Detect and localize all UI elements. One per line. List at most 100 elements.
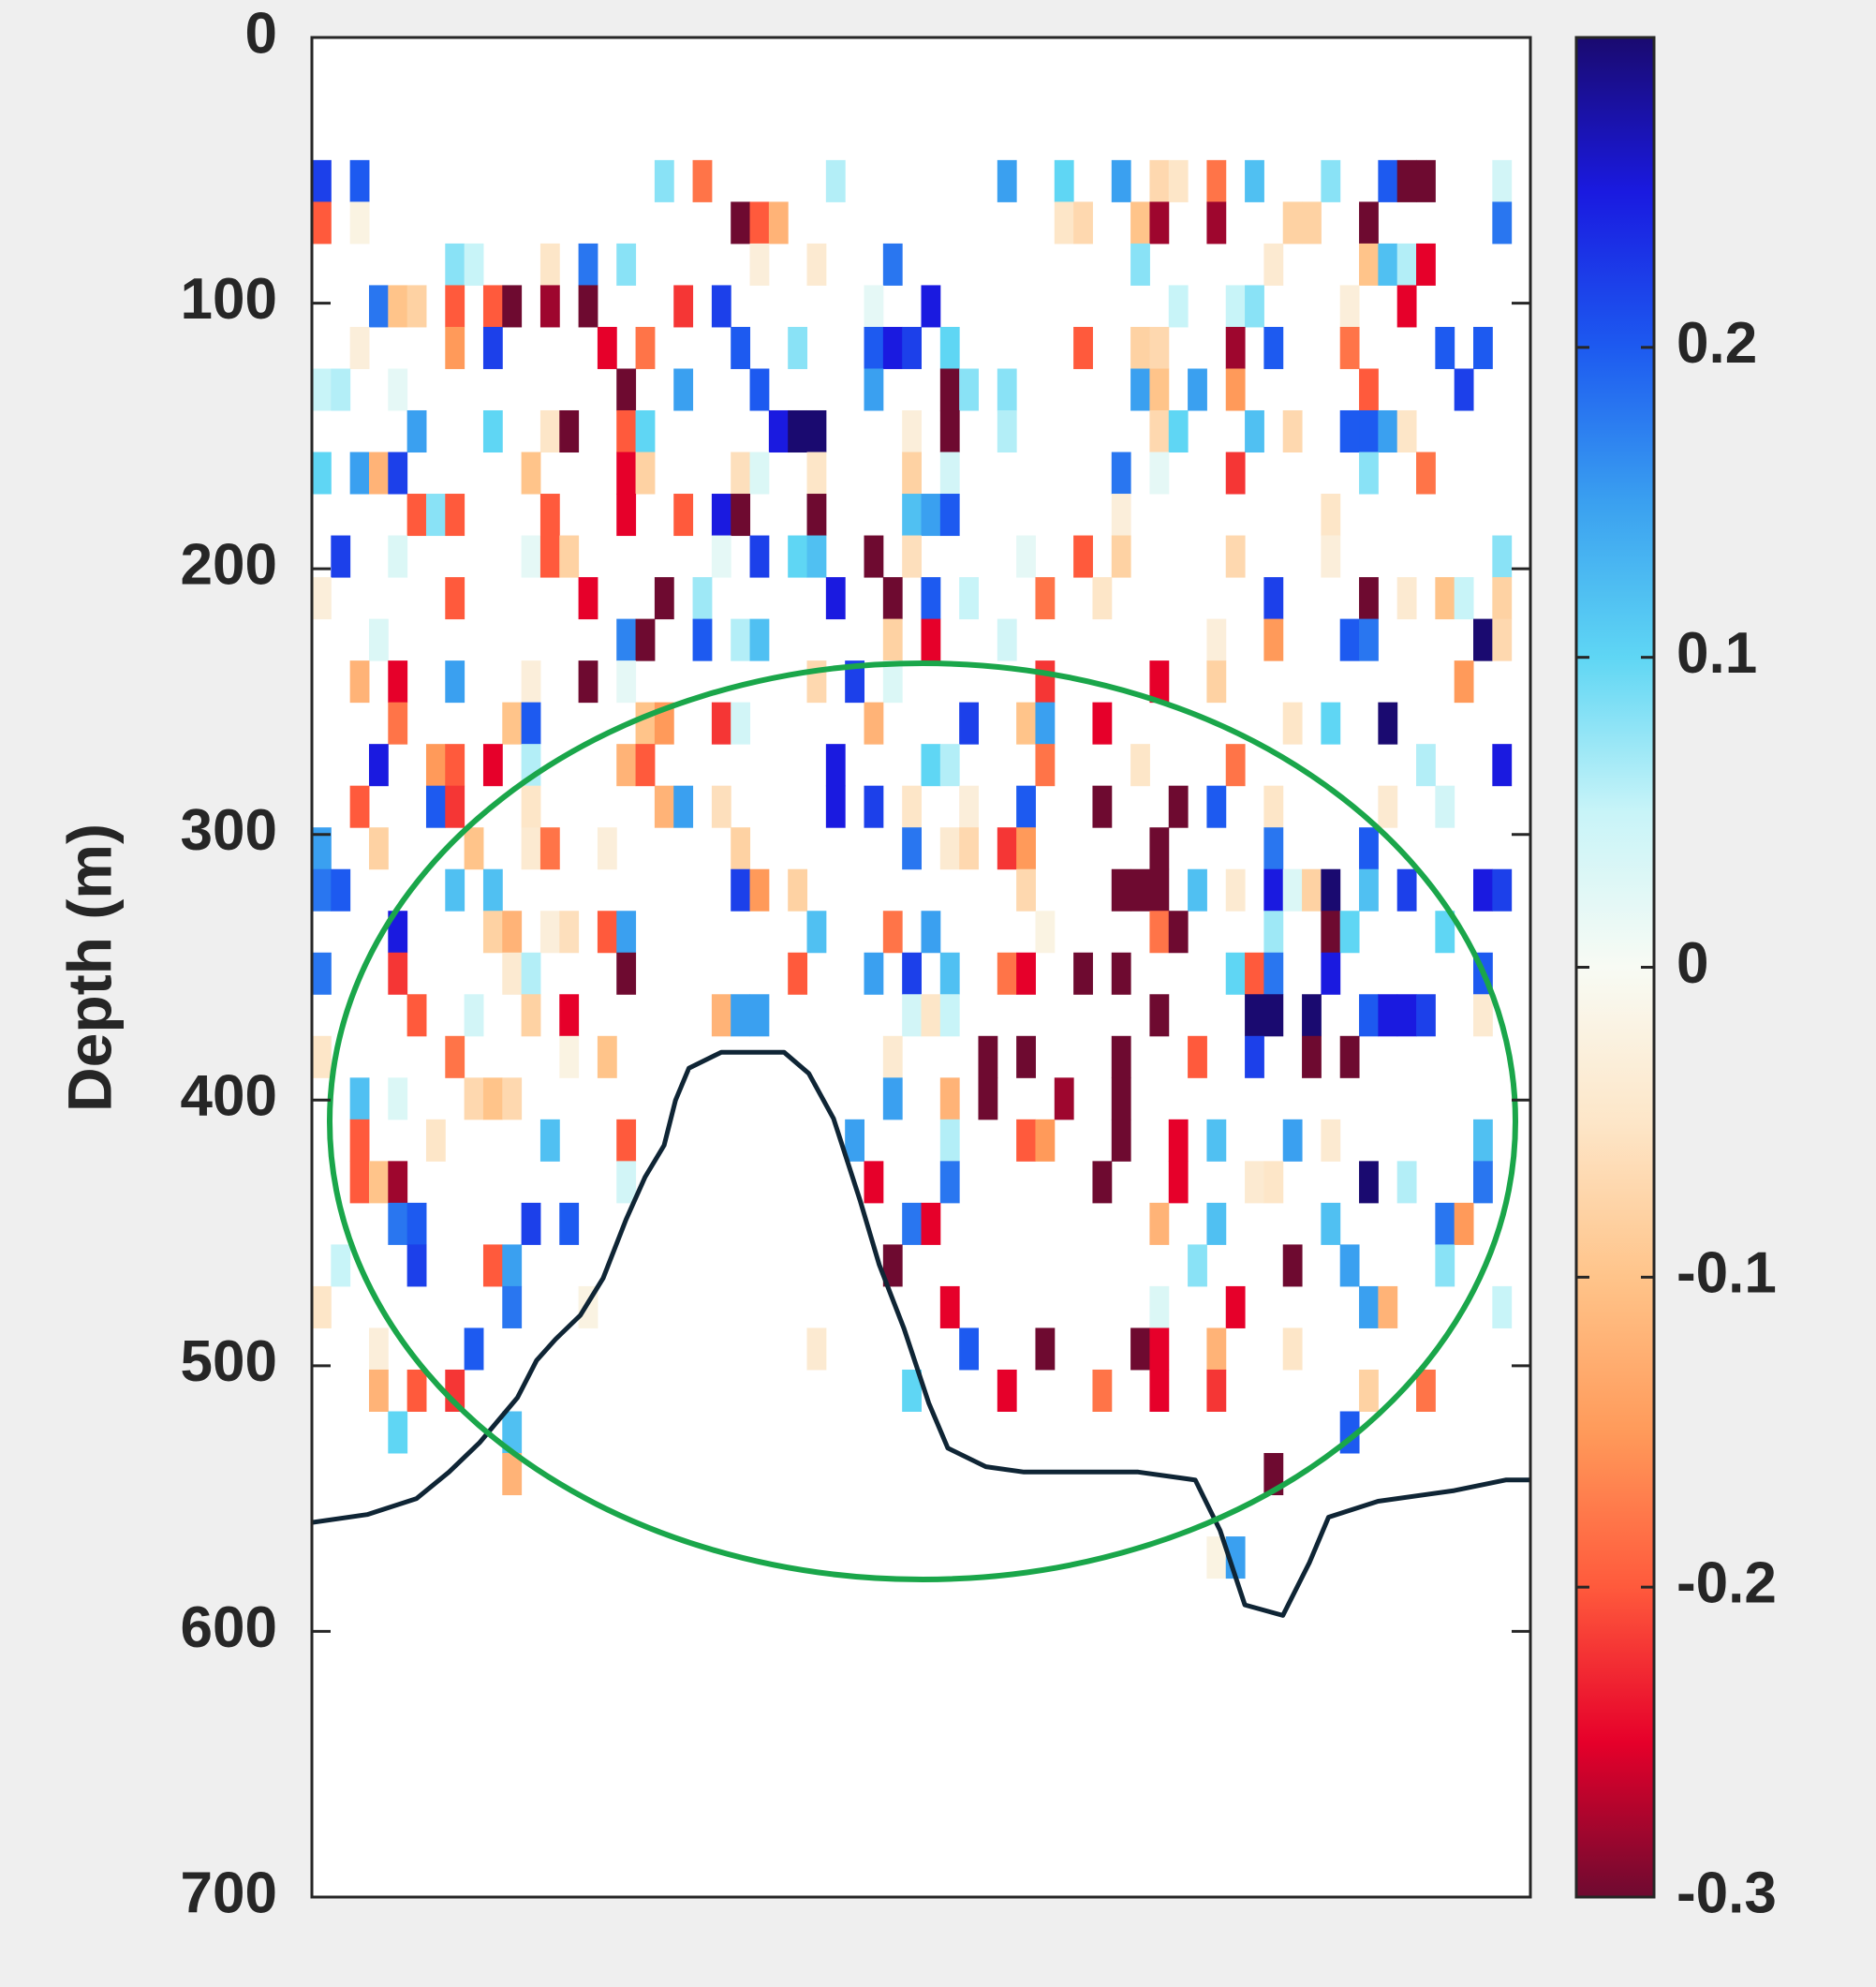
heatmap-cell (959, 1327, 979, 1371)
heatmap-cell (882, 660, 903, 704)
heatmap-cell (749, 994, 770, 1037)
heatmap-cell (1168, 159, 1189, 202)
heatmap-cell (559, 535, 580, 578)
heatmap-cell (406, 409, 427, 453)
heatmap-cell (1054, 1077, 1074, 1120)
heatmap-cell (1321, 952, 1341, 995)
heatmap-cell (539, 243, 560, 286)
heatmap-cell (1454, 577, 1474, 620)
heatmap-cell (388, 452, 408, 495)
heatmap-cell (1245, 952, 1264, 995)
heatmap-cell (1396, 409, 1417, 453)
heatmap-cell (1206, 1202, 1227, 1245)
heatmap-cell (521, 994, 541, 1037)
heatmap-cell (978, 1035, 998, 1078)
heatmap-cell (882, 326, 903, 369)
heatmap-cell (464, 1077, 484, 1120)
heatmap-cell (312, 868, 332, 912)
heatmap-cell (635, 452, 656, 495)
heatmap-cell (539, 409, 560, 453)
heatmap-cell (559, 409, 580, 453)
heatmap-cell (539, 535, 560, 578)
heatmap-cell (1492, 868, 1513, 912)
heatmap-cell (368, 827, 389, 870)
heatmap-cell (1149, 994, 1170, 1037)
heatmap-cell (806, 494, 827, 537)
heatmap-cell (1149, 368, 1170, 411)
heatmap-cell (445, 660, 465, 704)
heatmap-cell (1302, 201, 1322, 245)
heatmap-cell (1263, 243, 1284, 286)
heatmap-cell (1321, 702, 1341, 745)
y-tick-label: 300 (181, 798, 277, 863)
heatmap-cell (1492, 618, 1513, 661)
heatmap-cell (1435, 785, 1455, 828)
heatmap-cell (1245, 994, 1264, 1037)
heatmap-cell (1378, 243, 1398, 286)
heatmap-cell (464, 827, 484, 870)
heatmap-cell (1016, 785, 1036, 828)
heatmap-cell (406, 494, 427, 537)
heatmap-cell (731, 868, 751, 912)
heatmap-cell (1206, 785, 1227, 828)
heatmap-cell (1396, 243, 1417, 286)
heatmap-cell (1435, 1244, 1455, 1287)
y-tick-label: 400 (181, 1064, 277, 1129)
heatmap-cell (368, 1369, 389, 1412)
heatmap-cell (864, 952, 884, 995)
heatmap-cell (1225, 535, 1246, 578)
heatmap-cell (1130, 326, 1150, 369)
heatmap-cell (825, 159, 846, 202)
heatmap-cell (559, 1202, 580, 1245)
heatmap-cell (388, 702, 408, 745)
heatmap-cell (1206, 159, 1227, 202)
heatmap-cell (368, 285, 389, 328)
heatmap-cell (1130, 368, 1150, 411)
heatmap-cell (312, 952, 332, 995)
heatmap-cell (882, 1077, 903, 1120)
heatmap-cell (806, 911, 827, 954)
heatmap-cell (425, 494, 446, 537)
heatmap-cell (1188, 1244, 1207, 1287)
y-tick-label: 0 (245, 1, 277, 66)
heatmap-cell (349, 201, 370, 245)
heatmap-cell (464, 243, 484, 286)
heatmap-cell (1168, 785, 1189, 828)
heatmap-cell (749, 868, 770, 912)
heatmap-cell (1225, 744, 1246, 787)
heatmap-cell (959, 827, 979, 870)
heatmap-cell (1035, 1119, 1056, 1162)
heatmap-cell (902, 785, 922, 828)
heatmap-cell (1016, 868, 1036, 912)
heatmap-cell (1378, 702, 1398, 745)
heatmap-cell (997, 1369, 1017, 1412)
heatmap-cell (1016, 1035, 1036, 1078)
heatmap-cell (731, 994, 751, 1037)
heatmap-cell (597, 911, 617, 954)
heatmap-cell (1263, 994, 1284, 1037)
heatmap-cell (788, 868, 808, 912)
heatmap-cell (368, 1327, 389, 1371)
heatmap-cell (1321, 911, 1341, 954)
heatmap-cell (1206, 1327, 1227, 1371)
heatmap-cell (864, 285, 884, 328)
heatmap-cell (406, 994, 427, 1037)
heatmap-cell (1378, 1285, 1398, 1328)
heatmap-cell (539, 911, 560, 954)
heatmap-cell (1263, 952, 1284, 995)
heatmap-cell (1359, 201, 1379, 245)
heatmap-cell (445, 868, 465, 912)
heatmap-cell (749, 618, 770, 661)
heatmap-cell (1396, 868, 1417, 912)
heatmap-cell (882, 577, 903, 620)
heatmap-cell (882, 243, 903, 286)
heatmap-cell (502, 1411, 523, 1454)
heatmap-cell (1454, 368, 1474, 411)
heatmap-cell (825, 577, 846, 620)
heatmap-cell (1321, 159, 1341, 202)
heatmap-cell (959, 702, 979, 745)
heatmap-cell (578, 243, 598, 286)
heatmap-cell (1282, 1244, 1303, 1287)
heatmap-cell (559, 911, 580, 954)
